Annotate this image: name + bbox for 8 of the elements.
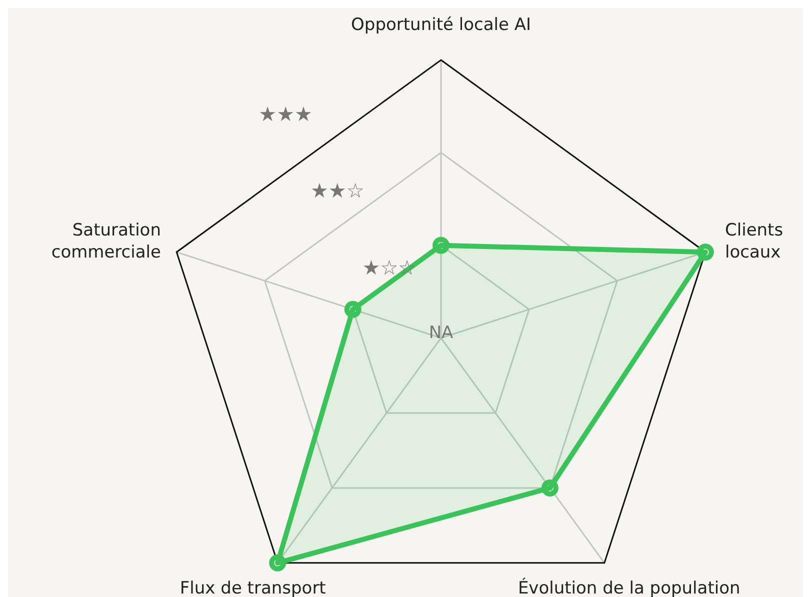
spoke-label: Opportunité locale AI <box>351 15 531 35</box>
spoke-label: Saturation commerciale <box>51 220 161 263</box>
spoke-label: Flux de transport <box>180 578 326 597</box>
spoke-label: Clients locaux <box>725 220 784 263</box>
y-tick-label: NA <box>428 323 454 343</box>
spoke-label: Évolution de la population <box>518 577 740 597</box>
y-tick-label: ★★★ <box>258 102 312 126</box>
y-tick-label: ★★☆ <box>310 178 364 203</box>
